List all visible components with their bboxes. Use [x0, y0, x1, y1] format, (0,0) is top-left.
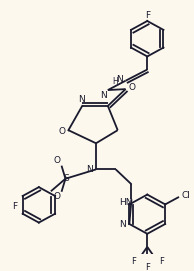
- Text: N: N: [86, 165, 93, 174]
- Text: F: F: [12, 202, 17, 211]
- Text: N: N: [100, 91, 107, 100]
- Text: N: N: [119, 220, 126, 230]
- Text: O: O: [53, 192, 60, 201]
- Text: H: H: [112, 77, 118, 86]
- Text: N: N: [116, 75, 123, 84]
- Text: Cl: Cl: [181, 192, 190, 201]
- Text: S: S: [64, 174, 69, 183]
- Text: O: O: [58, 127, 65, 136]
- Text: HN: HN: [119, 198, 132, 208]
- Text: F: F: [159, 257, 164, 266]
- Text: F: F: [131, 257, 136, 266]
- Text: F: F: [145, 11, 150, 20]
- Text: O: O: [129, 83, 136, 92]
- Text: N: N: [78, 95, 85, 104]
- Text: O: O: [53, 156, 60, 166]
- Text: F: F: [145, 263, 150, 271]
